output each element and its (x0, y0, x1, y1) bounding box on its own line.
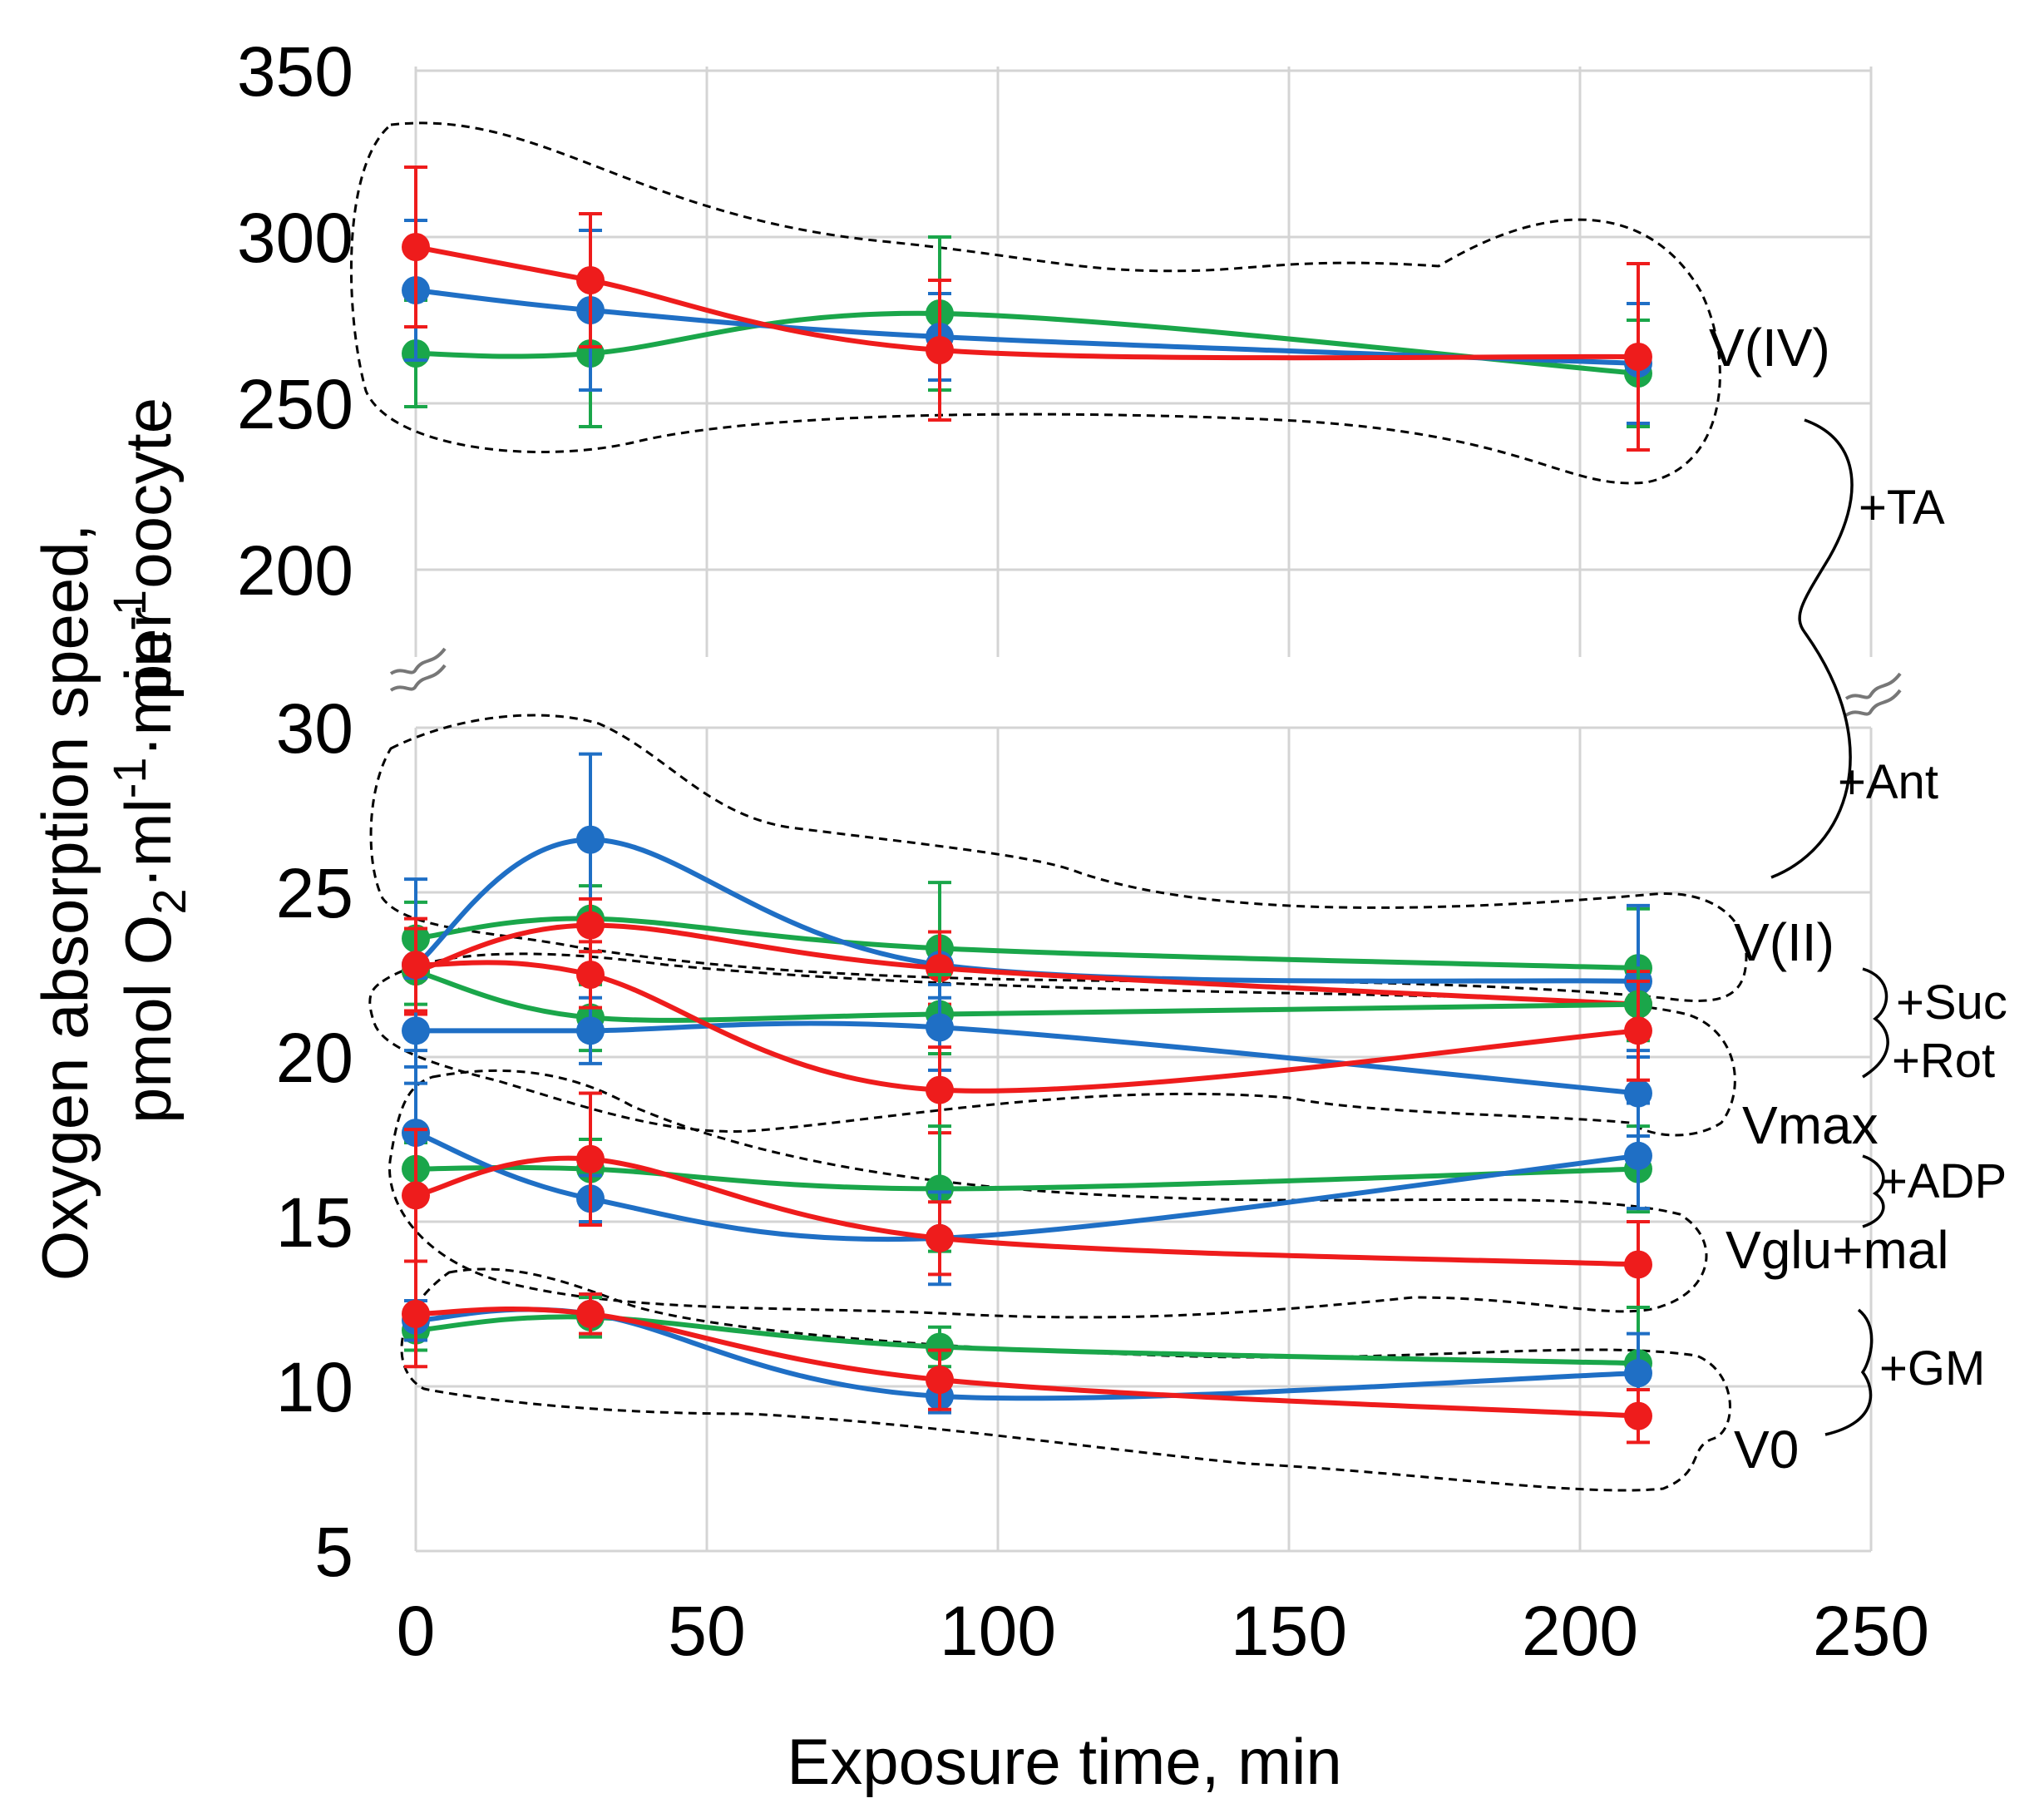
axis-break-left-2 (389, 664, 447, 692)
series-line-green (415, 916, 1639, 971)
series-line-blue (414, 1130, 1639, 1242)
axis-break-right-1 (1844, 672, 1902, 700)
y-axis-title-part: 2 (143, 888, 195, 914)
data-point-red (1624, 343, 1652, 371)
x-axis-title: Exposure time, min (787, 1725, 1342, 1798)
y-axis-title-part: ·ml (111, 798, 185, 888)
series-layer (402, 165, 1652, 1445)
upper-panel-grid (414, 67, 1873, 657)
data-point-red (1624, 1016, 1652, 1045)
outline-v0 (400, 1267, 1731, 1492)
series-line-red (415, 1307, 1639, 1419)
brace-ta-ant (1770, 418, 1854, 879)
data-point-red (576, 1144, 605, 1173)
upper-y-tick-label: 250 (237, 365, 353, 443)
data-point-red (576, 961, 605, 989)
axis-break-right-2 (1844, 689, 1902, 717)
group-label: V(IV) (1709, 318, 1830, 378)
lower-y-tick-label: 20 (276, 1019, 353, 1097)
group-label: Vmax (1742, 1095, 1879, 1155)
data-point-blue (1624, 1079, 1652, 1108)
data-point-green (926, 1174, 954, 1203)
axis-break-left-1 (389, 647, 447, 675)
data-point-blue (576, 1016, 605, 1045)
axis-break-marks (389, 647, 1902, 717)
data-point-blue (576, 825, 605, 854)
data-point-green (926, 1332, 954, 1361)
series-line-red (415, 922, 1639, 1007)
outline-vglu-mal (388, 1069, 1708, 1319)
braces (1770, 418, 1889, 1436)
lower-y-tick-label: 10 (276, 1348, 353, 1426)
outline-v-iv (349, 121, 1721, 485)
data-point-red (576, 1299, 605, 1328)
lower-y-tick-label: 30 (276, 689, 353, 768)
x-tick-label: 200 (1522, 1592, 1638, 1670)
annotation-gm: +GM (1879, 1341, 1985, 1396)
data-point-red (926, 336, 954, 364)
annotation-rot: +Rot (1892, 1034, 1995, 1088)
y-axis-title-line2-tail: per oocyte (111, 398, 185, 700)
series-line-green (415, 1314, 1639, 1366)
data-point-blue (926, 1013, 954, 1042)
group-label: V0 (1734, 1420, 1799, 1480)
data-point-red (402, 951, 430, 980)
x-tick-label: 100 (940, 1592, 1056, 1670)
data-point-red (402, 233, 430, 261)
lower-y-tick-label: 15 (276, 1183, 353, 1262)
series-line-blue (415, 1020, 1639, 1096)
data-point-red (926, 1366, 954, 1395)
annotation-adp: +ADP (1879, 1154, 2007, 1208)
upper-y-tick-label: 350 (237, 32, 353, 111)
series-line-red (415, 1155, 1639, 1267)
y-axis-title-part: pmol O (111, 915, 185, 1124)
series-line-blue (414, 837, 1639, 984)
y-axis-title-part: -1 (103, 757, 156, 798)
series-line-green (415, 969, 1639, 1023)
group-outlines (349, 121, 1748, 1492)
brace-suc-rot (1862, 967, 1889, 1079)
y-axis-title-line2: pmol O2·ml-1·min-1 (103, 590, 195, 1124)
annotation-ta: +TA (1859, 481, 1945, 535)
y-axis-title-part: ·min (111, 631, 185, 758)
brace-adp (1862, 1154, 1885, 1228)
x-tick-label: 250 (1813, 1592, 1929, 1670)
series-line-red (415, 960, 1639, 1094)
x-tick-label: 0 (397, 1592, 436, 1670)
data-point-red (926, 1075, 954, 1104)
upper-y-tick-label: 200 (237, 531, 353, 610)
data-point-blue (1624, 1359, 1652, 1388)
x-tick-label: 50 (668, 1592, 745, 1670)
series-line-green (415, 1164, 1639, 1192)
brace-gm (1824, 1308, 1874, 1436)
y-axis-title-line1: Oxygen absorption speed, (28, 524, 101, 1282)
upper-y-tick-label: 300 (237, 199, 353, 277)
outline-vmax (368, 952, 1736, 1137)
data-point-red (402, 1299, 430, 1328)
label-layer: 350 300 250 200 30 25 20 15 10 50 50 100 150 200 250 Ex… (28, 32, 2007, 1798)
data-point-red (576, 266, 605, 294)
x-tick-label: 150 (1231, 1592, 1347, 1670)
annotation-ant: +Ant (1838, 755, 1938, 809)
data-point-red (926, 1223, 954, 1252)
group-label: V(II) (1734, 912, 1834, 972)
data-point-blue (1624, 1141, 1652, 1170)
series-line-green (415, 310, 1639, 376)
data-point-red (576, 911, 605, 940)
series-line-red (415, 245, 1639, 361)
annotation-suc: +Suc (1896, 976, 2007, 1030)
lower-panel-grid (414, 726, 1873, 1553)
lower-y-tick-label: 5 (314, 1513, 353, 1591)
y-axis-title-part: -1 (103, 590, 156, 631)
group-label: Vglu+mal (1726, 1220, 1949, 1280)
data-point-red (402, 1181, 430, 1210)
outline-v-ii (369, 714, 1748, 1002)
lower-y-tick-label: 25 (276, 854, 353, 932)
data-point-blue (402, 1016, 430, 1045)
data-point-red (1624, 1401, 1652, 1430)
data-point-red (1624, 1250, 1652, 1279)
